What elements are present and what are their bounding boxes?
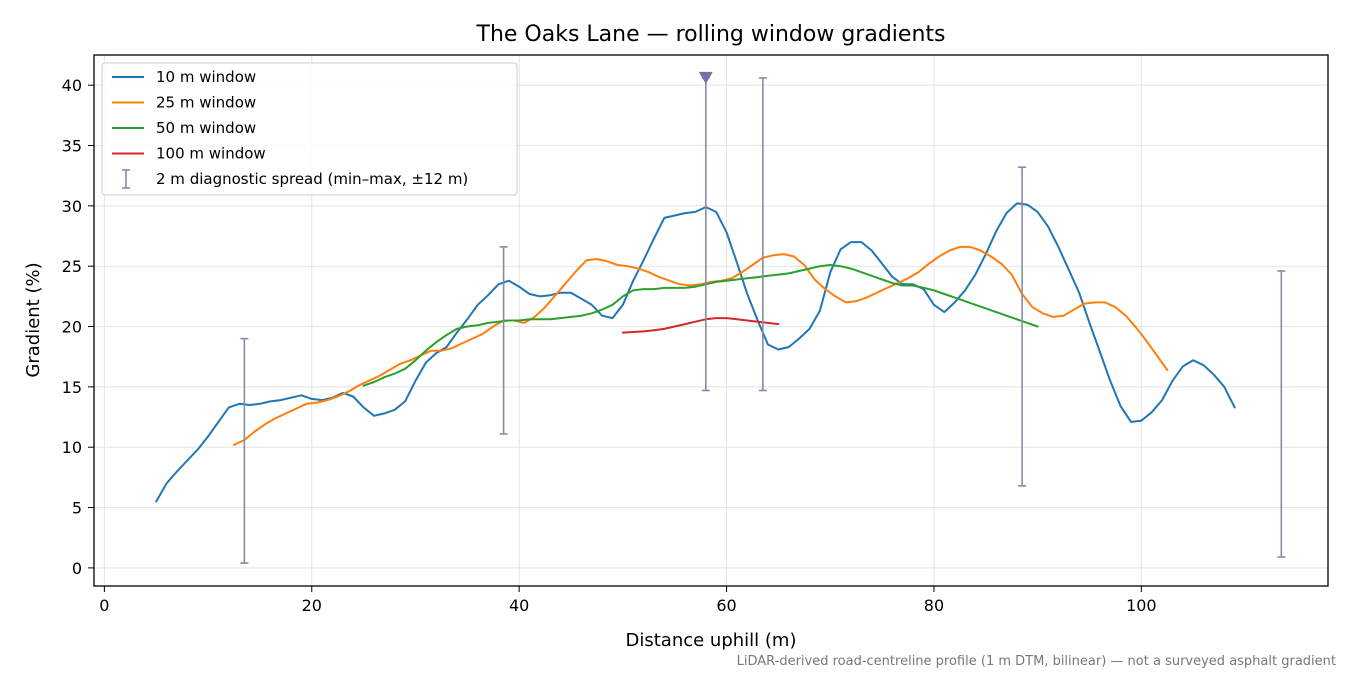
error-bar [758, 77, 767, 392]
error-bar [1277, 270, 1286, 558]
error-bar [240, 337, 249, 564]
errorbar-layer [240, 77, 1286, 564]
legend-label: 25 m window [156, 94, 256, 112]
y-tick-label: 5 [72, 499, 82, 518]
series-layer [155, 202, 1236, 503]
x-axis-label: Distance uphill (m) [626, 630, 797, 651]
y-tick-label: 20 [62, 318, 82, 337]
y-tick-label: 0 [72, 559, 82, 578]
x-tick-label: 80 [924, 596, 944, 615]
y-tick-label: 35 [62, 137, 82, 156]
peak-marker [698, 71, 713, 84]
error-bar [701, 77, 710, 392]
y-ticks: 0 5 10 15 20 25 30 35 40 [62, 76, 94, 578]
x-tick-label: 60 [716, 596, 736, 615]
chart-title: The Oaks Lane — rolling window gradients [476, 22, 946, 47]
error-bar [1018, 166, 1027, 487]
y-tick-label: 10 [62, 438, 82, 457]
x-tick-label: 40 [509, 596, 529, 615]
plot-frame [93, 54, 1329, 587]
y-tick-label: 25 [62, 257, 82, 276]
series-line-3 [362, 264, 1039, 387]
series-line-4 [621, 317, 780, 334]
legend: 10 m window 25 m window 50 m window 100 m w… [101, 62, 518, 196]
y-tick-label: 15 [62, 378, 82, 397]
y-tick-label: 40 [62, 76, 82, 95]
y-axis-label: Gradient (%) [23, 262, 44, 377]
legend-box [101, 62, 518, 196]
legend-label: 2 m diagnostic spread (min–max, ±12 m) [156, 170, 468, 188]
error-bar [499, 246, 508, 435]
x-tick-label: 20 [302, 596, 322, 615]
legend-label: 100 m window [156, 145, 266, 163]
x-tick-label: 100 [1126, 596, 1157, 615]
footnote: LiDAR-derived road-centreline profile (1… [737, 654, 1336, 669]
series-line-1 [155, 202, 1236, 503]
x-ticks: 0 20 40 60 80 100 [99, 586, 1157, 615]
y-tick-label: 30 [62, 197, 82, 216]
legend-label: 50 m window [156, 119, 256, 137]
legend-label: 10 m window [156, 68, 256, 86]
x-tick-label: 0 [99, 596, 109, 615]
marker-layer [698, 71, 713, 84]
series-line-2 [233, 245, 1169, 446]
